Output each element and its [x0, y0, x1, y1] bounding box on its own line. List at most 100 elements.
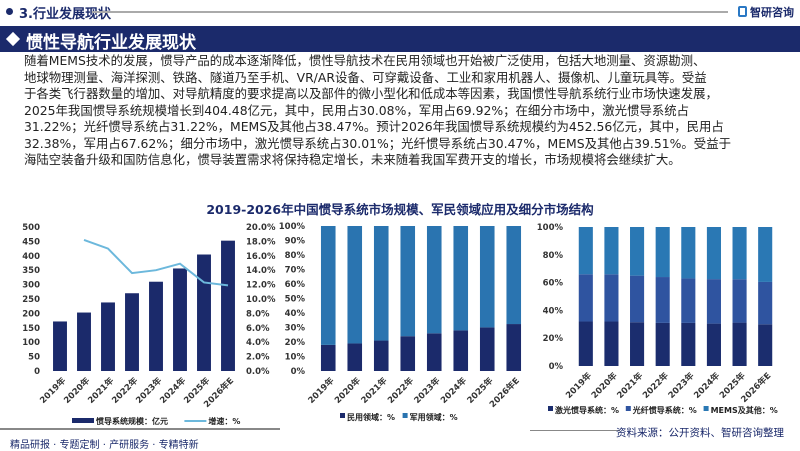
- y2-tick-label: 0.0%: [246, 367, 270, 377]
- stacked-segment: [400, 226, 416, 337]
- y2-tick-label: 16.0%: [246, 252, 276, 262]
- bullet-icon: [6, 8, 13, 15]
- y-tick-label: 100%: [279, 222, 306, 232]
- stacked-segment: [479, 226, 495, 328]
- stacked-segment: [732, 279, 747, 323]
- stacked-segment: [373, 226, 389, 341]
- y-tick-label: 50%: [285, 295, 306, 305]
- stacked-segment: [506, 324, 522, 371]
- stacked-segment: [706, 323, 721, 366]
- x-tick-label: 2024年: [438, 375, 469, 406]
- source-divider: [530, 430, 620, 431]
- y-tick-label: 60%: [543, 279, 564, 289]
- y2-tick-label: 8.0%: [246, 309, 270, 319]
- y2-tick-label: 12.0%: [246, 281, 276, 291]
- y-tick-label: 150: [22, 324, 40, 334]
- legend-label: 激光惯导系统：%: [555, 405, 619, 415]
- stacked-segment: [681, 227, 696, 279]
- stacked-segment: [604, 227, 619, 275]
- y-tick-label: 400: [22, 252, 40, 262]
- bar: [77, 312, 91, 371]
- x-tick-label: 2022年: [640, 370, 671, 401]
- y-tick-label: 80%: [543, 251, 564, 261]
- legend-label: 民用领域：%: [347, 412, 395, 422]
- legend-swatch: [548, 406, 553, 411]
- stacked-segment: [453, 226, 469, 331]
- stacked-segment: [604, 274, 619, 322]
- chart-title: 2019-2026年中国惯导系统市场规模、军民领域应用及细分市场结构: [206, 202, 594, 217]
- x-tick-label: 2019年: [563, 370, 594, 401]
- y-tick-label: 100: [22, 338, 40, 348]
- y-tick-label: 350: [22, 266, 40, 276]
- y-tick-label: 50: [28, 353, 40, 363]
- x-tick-label: 2020年: [589, 370, 620, 401]
- y-tick-label: 70%: [285, 266, 306, 276]
- stacked-segment: [706, 279, 721, 324]
- stacked-segment: [655, 322, 670, 366]
- stacked-segment: [400, 336, 416, 371]
- y2-tick-label: 6.0%: [246, 324, 270, 334]
- y-tick-label: 500: [22, 223, 40, 233]
- para-line: 随着MEMS技术的发展，惯导产品的成本逐渐降低，惯性导航技术在民用领域也开始被广…: [24, 53, 706, 68]
- y-tick-label: 10%: [285, 353, 306, 363]
- x-tick-label: 2023年: [412, 375, 443, 406]
- y2-tick-label: 18.0%: [246, 237, 276, 247]
- stacked-segment: [426, 333, 442, 371]
- stacked-segment: [630, 227, 645, 276]
- legend-swatch: [72, 418, 94, 423]
- stacked-segment: [732, 322, 747, 366]
- y-tick-label: 200: [22, 309, 40, 319]
- y-tick-label: 90%: [285, 237, 306, 247]
- bar: [101, 302, 115, 371]
- page-title: 惯性导航行业发展现状: [26, 33, 196, 53]
- para-line: 海陆空装备升级和国防信息化，惯导装置需求将保持稳定增长，未来随着我国军费开支的增…: [24, 152, 681, 167]
- stacked-segment: [604, 321, 619, 366]
- stacked-segment: [758, 227, 773, 282]
- stacked-segment: [681, 278, 696, 323]
- title-bar: 惯性导航行业发展现状: [0, 26, 800, 53]
- y-tick-label: 40%: [543, 306, 564, 316]
- y-tick-label: 300: [22, 281, 40, 291]
- bar: [173, 268, 187, 371]
- stacked-segment: [681, 322, 696, 366]
- body-paragraph: 随着MEMS技术的发展，惯导产品的成本逐渐降低，惯性导航技术在民用领域也开始被广…: [24, 53, 796, 169]
- legend-swatch: [703, 406, 709, 411]
- stacked-segment: [373, 340, 389, 371]
- bar: [149, 281, 163, 371]
- stacked-segment: [758, 281, 773, 325]
- bar: [197, 254, 211, 371]
- stacked-segment: [655, 277, 670, 323]
- y2-tick-label: 2.0%: [246, 353, 270, 363]
- section-title: 3.行业发展现状: [19, 7, 111, 22]
- x-tick-label: 2022年: [385, 375, 416, 406]
- bar: [125, 293, 139, 371]
- y-tick-label: 0: [34, 367, 40, 377]
- stacked-segment: [453, 330, 469, 371]
- stacked-segment: [426, 226, 442, 334]
- y-tick-label: 60%: [285, 280, 306, 290]
- stacked-segment: [732, 227, 747, 280]
- footer-text: 精品研报 · 专题定制 · 产研服务 · 专精特新: [10, 440, 199, 451]
- legend-label: 增速：%: [208, 416, 240, 426]
- source-note: 资料来源：公开资料、智研咨询整理: [616, 427, 784, 439]
- y2-tick-label: 4.0%: [246, 338, 270, 348]
- stacked-segment: [630, 322, 645, 366]
- x-tick-label: 2020年: [332, 375, 363, 406]
- stacked-segment: [578, 274, 593, 322]
- header: 3.行业发展现状 智研咨询: [0, 0, 800, 24]
- y-tick-label: 20%: [285, 338, 306, 348]
- footer-slogan: 精品研报 · 专题定制 · 产研服务 · 专精特新: [10, 436, 199, 451]
- para-line: 于各类飞行器数量的增加、对导航精度的要求提高以及部件的微小型化和低成本等因素，我…: [24, 86, 718, 101]
- growth-line: [83, 239, 229, 287]
- stacked-segment: [630, 275, 645, 323]
- para-line: 32.38%，军用占67.62%；细分市场中，激光惯导系统占30.01%；光纤惯…: [24, 135, 731, 151]
- x-tick-label: 2023年: [666, 370, 697, 401]
- x-tick-label: 2021年: [359, 375, 390, 406]
- y-tick-label: 450: [22, 237, 40, 247]
- stacked-segment: [655, 227, 670, 278]
- stacked-segment: [506, 226, 522, 325]
- stacked-segment: [320, 344, 336, 371]
- logo-icon: [738, 6, 747, 17]
- x-tick-label: 2019年: [306, 375, 337, 406]
